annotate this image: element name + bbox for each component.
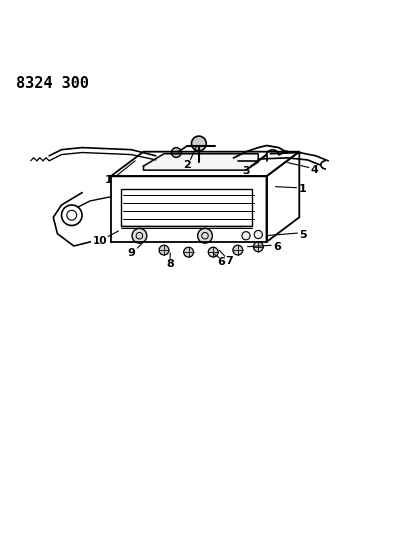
Text: 6: 6 [217,257,225,268]
Text: 10: 10 [93,236,108,246]
Circle shape [171,148,181,157]
Text: 2: 2 [182,160,190,170]
Text: 8: 8 [166,260,173,270]
Text: 1: 1 [298,184,306,195]
Circle shape [253,242,263,252]
Circle shape [232,245,242,255]
Text: 7: 7 [225,256,233,266]
Text: 1: 1 [105,175,112,185]
Text: 6: 6 [272,242,281,252]
Text: 9: 9 [127,248,135,259]
Circle shape [208,247,218,257]
Text: 3: 3 [242,166,249,176]
Circle shape [241,232,249,240]
Polygon shape [143,154,258,170]
Circle shape [159,245,169,255]
Text: 4: 4 [310,165,318,175]
Circle shape [132,228,146,243]
Text: 8324 300: 8324 300 [16,76,89,91]
Circle shape [191,136,206,151]
Circle shape [197,228,212,243]
Circle shape [254,230,262,239]
Circle shape [183,247,193,257]
Text: 5: 5 [299,230,306,239]
